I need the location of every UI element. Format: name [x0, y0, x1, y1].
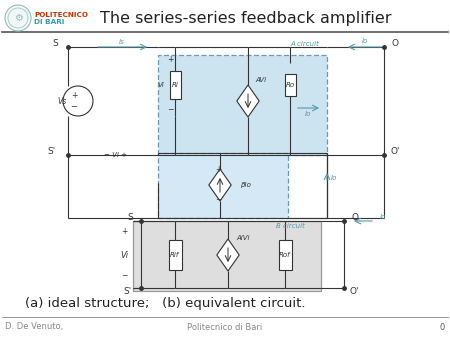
Text: POLITECNICO: POLITECNICO — [34, 12, 88, 18]
Text: Vs: Vs — [58, 97, 67, 105]
Text: O': O' — [390, 146, 400, 155]
Text: B circuit: B circuit — [275, 223, 305, 229]
Polygon shape — [217, 239, 239, 271]
Text: O': O' — [349, 287, 359, 295]
Text: Io: Io — [305, 111, 311, 117]
Text: ⚙: ⚙ — [14, 13, 22, 23]
Text: S: S — [127, 214, 133, 222]
Bar — [133, 221, 321, 291]
Polygon shape — [237, 85, 259, 117]
Bar — [279, 240, 292, 270]
Text: −: − — [121, 271, 127, 281]
Text: S': S' — [48, 146, 56, 155]
Text: Io: Io — [380, 214, 386, 220]
Text: +: + — [121, 226, 127, 236]
Text: D. De Venuto,: D. De Venuto, — [5, 322, 63, 332]
Text: −: − — [215, 195, 221, 204]
Text: Io: Io — [362, 38, 368, 44]
Text: −: − — [71, 102, 77, 112]
Text: Ro: Ro — [285, 82, 295, 88]
Text: Rif: Rif — [170, 252, 180, 258]
FancyBboxPatch shape — [158, 55, 327, 155]
Text: A circuit: A circuit — [291, 41, 319, 47]
Text: Vi: Vi — [120, 250, 128, 260]
Circle shape — [63, 86, 93, 116]
Text: 0: 0 — [440, 322, 445, 332]
Text: +: + — [71, 91, 77, 99]
Bar — [170, 71, 180, 99]
Text: The series-series feedback amplifier: The series-series feedback amplifier — [100, 10, 392, 25]
Bar — [284, 74, 296, 96]
Text: S: S — [52, 39, 58, 48]
Text: Io: Io — [331, 175, 337, 181]
Polygon shape — [209, 169, 231, 201]
Text: +: + — [167, 55, 173, 65]
Circle shape — [5, 5, 31, 31]
Text: Politecnico di Bari: Politecnico di Bari — [187, 322, 263, 332]
FancyBboxPatch shape — [158, 153, 288, 218]
Text: +: + — [215, 166, 221, 174]
Text: DI BARI: DI BARI — [34, 19, 64, 25]
Text: −: − — [167, 105, 173, 115]
Bar — [168, 240, 181, 270]
Text: Ri: Ri — [171, 82, 179, 88]
Text: O: O — [351, 214, 359, 222]
Text: βIo: βIo — [240, 182, 251, 188]
Text: (a) ideal structure;   (b) equivalent circuit.: (a) ideal structure; (b) equivalent circ… — [25, 296, 306, 310]
Text: Is: Is — [119, 39, 125, 45]
Text: AiVi: AiVi — [236, 235, 249, 241]
Text: Rof: Rof — [279, 252, 291, 258]
Text: O: O — [392, 39, 399, 48]
Text: S': S' — [123, 287, 131, 295]
Text: − Vi +: − Vi + — [104, 152, 126, 158]
Text: AVi: AVi — [255, 77, 266, 83]
Text: Vi: Vi — [158, 82, 164, 88]
